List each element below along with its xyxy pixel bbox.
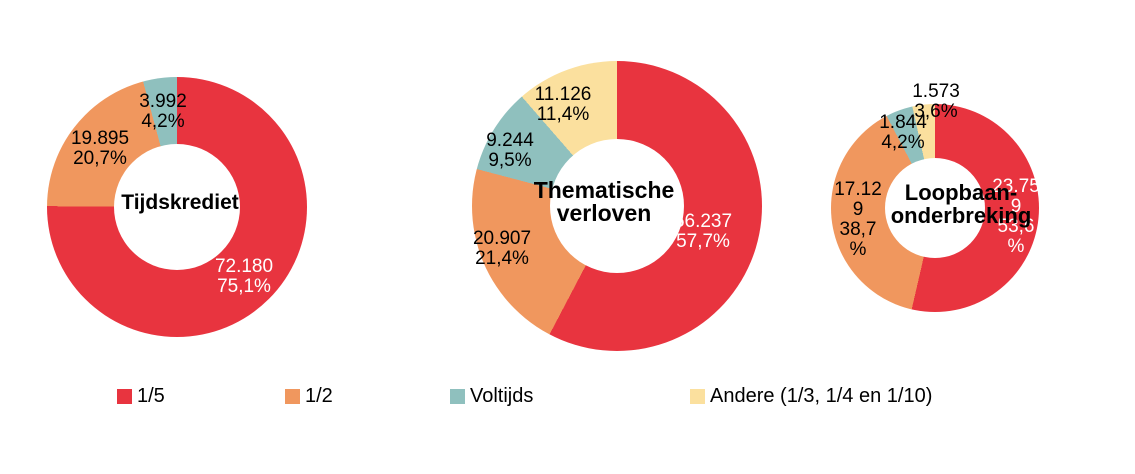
- donut-chart-loopbaanonderbreking: Loopbaan- onderbreking 23.75 9 53,6 % 17…: [831, 82, 1040, 312]
- segment-pct: 53,6: [997, 216, 1035, 237]
- segment-label-andere: 11.126 11,4%: [535, 85, 592, 125]
- legend-item-voltijds: Voltijds: [450, 385, 533, 407]
- segment-value: 1.573: [912, 81, 960, 102]
- segment-value: 9.244: [486, 130, 534, 151]
- segment-value: 17.12: [834, 179, 882, 200]
- segment-pct: 57,7%: [676, 231, 730, 252]
- segment-pct: %: [1007, 236, 1025, 257]
- legend-swatch-icon: [285, 388, 300, 404]
- segment-value: 72.180: [214, 256, 274, 277]
- legend-label: Voltijds: [470, 385, 534, 407]
- legend-swatch-icon: [690, 388, 705, 404]
- segment-label-1-5: 72.180 75,1%: [215, 257, 273, 297]
- segment-label-1-2: 17.12 9 38,7 %: [834, 180, 882, 260]
- legend-swatch-icon: [450, 388, 465, 404]
- legend-label: Andere (1/3, 1/4 en 1/10): [710, 385, 933, 407]
- donut-title-thematische-verloven: Thematische verloven: [534, 179, 675, 225]
- donut-title-loopbaanonderbreking: Loopbaan- onderbreking: [891, 181, 1032, 227]
- segment-pct: 38,7: [839, 219, 877, 240]
- segment-pct: %: [849, 239, 867, 260]
- segment-label-1-2: 19.895 20,7%: [71, 129, 129, 169]
- donut-title-line: Loopbaan-: [904, 180, 1018, 205]
- segment-pct: 20,7%: [73, 148, 127, 169]
- segment-label-voltijds: 1.844 4,2%: [879, 113, 927, 153]
- segment-pct: 11,4%: [536, 104, 590, 125]
- segment-value: 9: [1010, 196, 1022, 217]
- segment-value: 20.907: [472, 228, 532, 249]
- segment-pct: 75,1%: [217, 276, 271, 297]
- legend-swatch-icon: [117, 388, 132, 404]
- segment-pct: 9,5%: [488, 150, 532, 171]
- segment-value: 3.992: [139, 91, 187, 112]
- segment-pct: 4,2%: [141, 111, 185, 132]
- segment-label-1-5: 23.75 9 53,6 %: [992, 177, 1040, 257]
- segment-pct: 3,6%: [914, 101, 958, 122]
- donut-title-line: onderbreking: [890, 203, 1032, 228]
- segment-value: 9: [852, 199, 864, 220]
- donut-title-line: Thematische: [533, 177, 675, 203]
- legend-label: 1/5: [137, 385, 165, 407]
- segment-value: 23.75: [992, 176, 1040, 197]
- segment-pct: 21,4%: [475, 248, 529, 269]
- donut-chart-tijdskrediet: Tijdskrediet 72.180 75,1% 19.895 20,7% 3…: [47, 77, 307, 337]
- donut-hole: [885, 158, 985, 258]
- donut-title-line: Tijdskrediet: [121, 191, 239, 214]
- donut-hole: [114, 144, 240, 270]
- segment-value: 11.126: [534, 84, 592, 105]
- donut-title-line: verloven: [556, 200, 652, 226]
- donut-title-tijdskrediet: Tijdskrediet: [121, 192, 239, 214]
- segment-value: 19.895: [70, 128, 130, 149]
- legend-item-1-5: 1/5: [117, 385, 165, 407]
- segment-value: 1.844: [879, 112, 927, 133]
- segment-label-voltijds: 9.244 9,5%: [486, 131, 534, 171]
- legend-item-andere: Andere (1/3, 1/4 en 1/10): [690, 385, 932, 407]
- segment-label-voltijds: 3.992 4,2%: [139, 92, 187, 132]
- donut-chart-thematische-verloven: Thematische verloven 56.237 57,7% 20.907…: [472, 61, 762, 351]
- donut-hole: [550, 139, 684, 273]
- segment-label-1-5: 56.237 57,7%: [674, 212, 732, 252]
- segment-pct: 4,2%: [881, 132, 925, 153]
- segment-label-andere: 1.573 3,6%: [912, 82, 960, 122]
- legend-item-1-2: 1/2: [285, 385, 333, 407]
- segment-label-1-2: 20.907 21,4%: [473, 229, 531, 269]
- segment-value: 56.237: [673, 211, 733, 232]
- legend-label: 1/2: [305, 385, 333, 407]
